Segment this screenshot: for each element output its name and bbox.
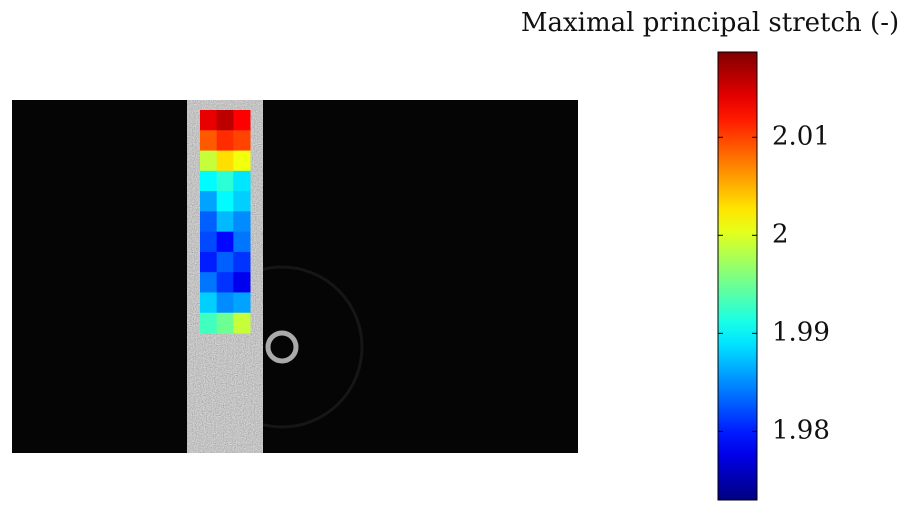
heatmap-cell [216, 292, 234, 314]
heatmap-cell [233, 292, 251, 314]
colorbar [717, 51, 758, 501]
colorbar-tick-label: 2 [772, 219, 789, 249]
camera-image [12, 100, 578, 453]
heatmap-cell [200, 130, 218, 152]
heatmap-cell [200, 292, 218, 314]
heatmap-cell [233, 272, 251, 293]
heatmap-cell [200, 191, 218, 212]
heatmap-cell [200, 231, 218, 253]
heatmap-cell [200, 312, 218, 334]
heatmap-cell [233, 191, 251, 212]
heatmap-cell [200, 150, 218, 172]
colorbar-tick-label: 2.01 [772, 121, 830, 151]
heatmap-cell [233, 231, 251, 253]
heatmap-cell [233, 312, 251, 334]
heatmap-cell [233, 170, 251, 192]
heatmap-cell [233, 211, 251, 233]
colorbar-tick-label: 1.99 [772, 317, 830, 347]
heatmap-cell [216, 312, 234, 334]
heatmap-cell [216, 251, 234, 273]
heatmap-cell [216, 110, 234, 131]
heatmap-cell [216, 170, 234, 192]
heatmap-cell [216, 191, 234, 212]
heatmap-cell [233, 130, 251, 152]
heatmap-cell [216, 130, 234, 152]
heatmap-cell [200, 272, 218, 293]
heatmap-cell [233, 251, 251, 273]
heatmap-cell [200, 170, 218, 192]
heatmap-cell [216, 150, 234, 172]
heatmap-cell [233, 110, 251, 131]
heatmap-cell [216, 211, 234, 233]
heatmap-cell [200, 211, 218, 233]
colorbar-title: Maximal principal stretch (-) [521, 8, 899, 38]
heatmap-cell [200, 251, 218, 273]
colorbar-tick-label: 1.98 [772, 415, 830, 445]
heatmap-cell [200, 110, 218, 131]
heatmap-cell [233, 150, 251, 172]
hole [265, 330, 299, 364]
heatmap-cell [216, 272, 234, 293]
heatmap-cell [216, 231, 234, 253]
